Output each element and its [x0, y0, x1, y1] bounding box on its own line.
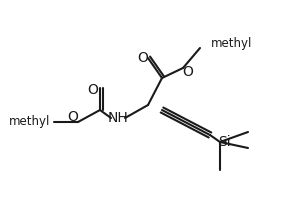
Text: NH: NH — [108, 111, 128, 125]
Text: O: O — [87, 83, 99, 97]
Text: Si: Si — [218, 135, 230, 149]
Text: O: O — [183, 65, 193, 79]
Text: O: O — [68, 110, 78, 124]
Text: methyl: methyl — [9, 116, 51, 129]
Text: O: O — [137, 51, 149, 65]
Text: methyl: methyl — [211, 36, 253, 49]
